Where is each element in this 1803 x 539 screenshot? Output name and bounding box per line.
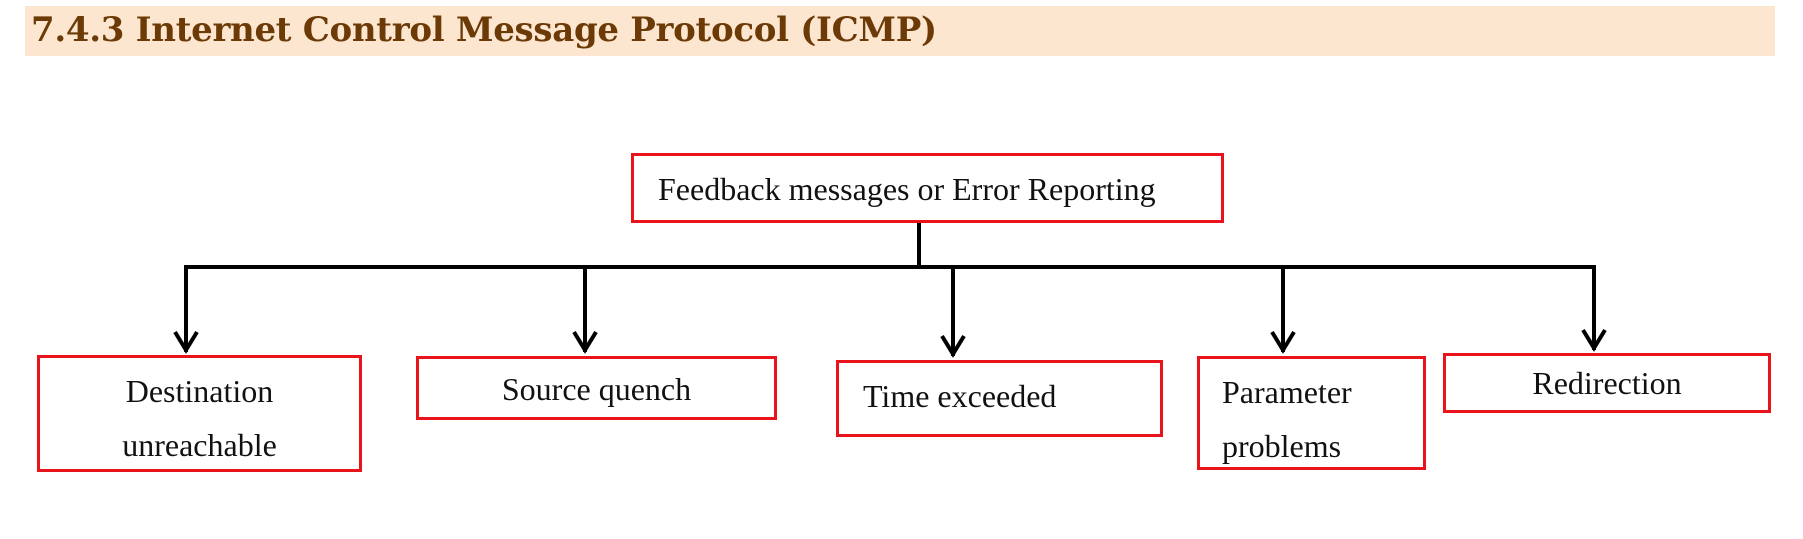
section-title: 7.4.3 Internet Control Message Protocol … [31,10,937,50]
node-label-line: problems [1222,428,1342,464]
arrowhead-3 [940,334,966,358]
node-label-line: Redirection [1532,365,1682,401]
arrowhead-1 [173,330,199,354]
node-label-line: Parameter [1222,374,1352,410]
node-redirection: Redirection [1443,353,1771,413]
node-source-quench: Source quench [416,356,777,420]
node-label-line: Time exceeded [863,378,1057,414]
node-time-exceeded: Time exceeded [836,360,1163,437]
node-label-line: unreachable [122,427,277,463]
arrowhead-5 [1581,328,1607,352]
node-label-line: Source quench [501,371,692,407]
node-label-line: Destination [125,373,274,409]
node-parameter-problems: Parameter problems [1197,356,1426,470]
arrowhead-4 [1270,330,1296,354]
root-node-label: Feedback messages or Error Reporting [658,171,1156,207]
arrowhead-2 [572,330,598,354]
node-destination-unreachable: Destination unreachable [37,355,362,472]
root-node-feedback-messages: Feedback messages or Error Reporting [631,153,1224,223]
section-heading-bar: 7.4.3 Internet Control Message Protocol … [25,6,1775,56]
